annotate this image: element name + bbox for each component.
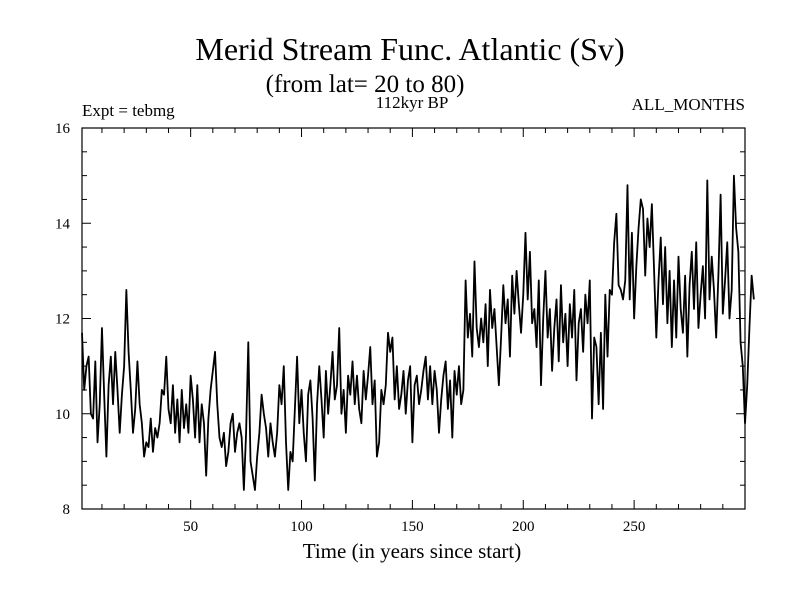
x-axis-label: Time (in years since start)	[303, 539, 522, 563]
x-tick-label: 200	[512, 519, 535, 535]
chart-title: Merid Stream Func. Atlantic (Sv)	[195, 31, 624, 67]
ticks-group	[82, 127, 746, 510]
x-tick-label: 100	[290, 519, 313, 535]
tick-labels-group: 50 100 150 200 250 8 10 12 14 16	[55, 121, 645, 535]
chart-subtitle: (from lat= 20 to 80)	[266, 71, 465, 98]
axes-group	[81, 127, 746, 510]
annotation-left: Expt = tebmg	[82, 101, 175, 120]
y-tick-label: 10	[55, 407, 70, 423]
y-tick-label: 8	[63, 502, 71, 518]
series-line	[81, 174, 755, 491]
plot-frame	[81, 127, 746, 510]
y-tick-label: 16	[55, 121, 71, 137]
y-tick-label: 14	[55, 216, 71, 232]
series-group	[81, 174, 755, 491]
x-tick-label: 150	[401, 519, 424, 535]
annotation-right: ALL_MONTHS	[632, 95, 745, 114]
x-tick-label: 50	[183, 519, 198, 535]
y-tick-label: 12	[55, 312, 70, 328]
x-tick-label: 250	[623, 519, 646, 535]
annotation-center: 112kyr BP	[376, 93, 449, 112]
